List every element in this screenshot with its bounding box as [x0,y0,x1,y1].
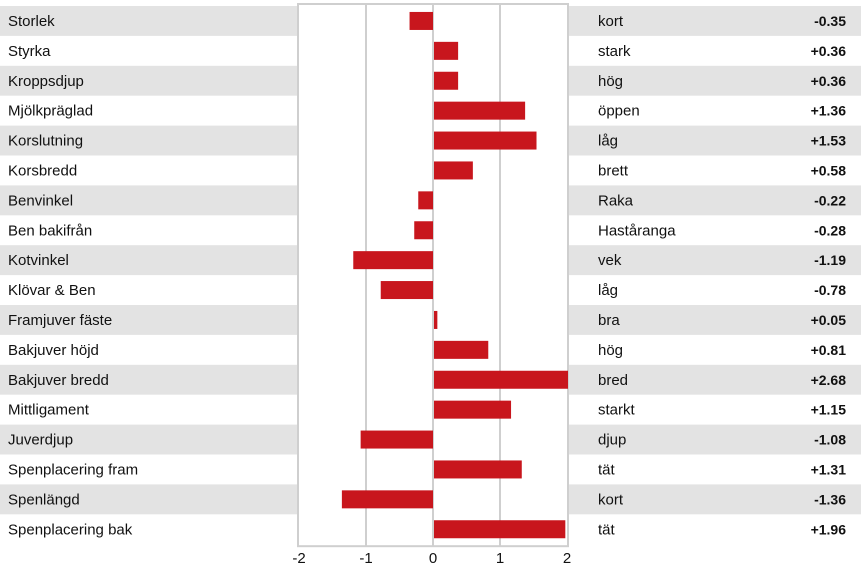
value-label: +1.96 [811,521,847,537]
trait-label: Mjölkpräglad [8,103,93,120]
descriptor-label: vek [598,252,622,269]
value-label: -0.78 [814,282,846,298]
value-label: +1.15 [811,402,847,418]
value-label: +0.36 [811,43,847,59]
trait-label: Kotvinkel [8,252,69,269]
trait-label: Storlek [8,13,55,30]
value-label: -1.19 [814,252,846,268]
descriptor-label: Haståranga [598,222,676,239]
x-tick-label: -1 [359,550,372,567]
trait-label: Klövar & Ben [8,282,96,299]
descriptor-label: tät [598,461,616,478]
bar [434,41,459,60]
trait-label: Korslutning [8,133,83,150]
trait-label: Kroppsdjup [8,73,84,90]
trait-label: Framjuver fäste [8,312,112,329]
bar [434,71,459,90]
gridlines [297,3,569,548]
bar [434,310,438,329]
descriptor-label: brett [598,162,629,179]
bar [434,520,566,539]
value-label: +1.36 [811,103,847,119]
bars [341,11,568,539]
value-label: +1.53 [811,133,847,149]
bar [360,430,433,449]
bar [353,251,433,270]
bar [341,490,433,509]
descriptor-label: Raka [598,192,634,209]
bar [434,400,512,419]
descriptor-label: låg [598,133,618,150]
trait-label: Korsbredd [8,162,77,179]
trait-label: Styrka [8,43,51,60]
value-label: -0.28 [814,222,846,238]
value-labels: -0.35 +0.36 +0.36 +1.36 +1.53 +0.58 -0.22 -0.28… [811,13,847,537]
x-tick-label: -2 [292,550,305,567]
bar [414,221,433,240]
x-tick-label: 0 [429,550,437,567]
descriptor-label: låg [598,282,618,299]
descriptor-label: stark [598,43,631,60]
descriptor-label: bra [598,312,620,329]
bar [434,340,489,359]
x-tick-label: 1 [496,550,504,567]
descriptor-label: bred [598,372,628,389]
trait-label: Juverdjup [8,432,73,449]
trait-label: Mittligament [8,402,90,419]
x-axis-ticks: -2 -1 0 1 2 [292,550,571,567]
bar [434,460,522,479]
bar [434,161,473,180]
value-label: +0.36 [811,73,847,89]
descriptor-label: hög [598,73,623,90]
value-label: +0.81 [811,342,847,358]
trait-labels: Storlek Styrka Kroppsdjup Mjölkpräglad Korsl… [8,13,138,538]
trait-label: Bakjuver bredd [8,372,109,389]
trait-label: Spenplacering bak [8,521,133,538]
trait-label: Ben bakifrån [8,222,92,239]
value-label: -0.35 [814,13,846,29]
descriptor-label: hög [598,342,623,359]
descriptor-label: öppen [598,103,640,120]
value-label: +2.68 [811,372,847,388]
descriptor-label: kort [598,13,624,30]
value-label: +0.05 [811,312,847,328]
value-label: -0.22 [814,192,846,208]
bar [380,281,433,300]
trait-label: Benvinkel [8,192,73,209]
bar [434,101,526,120]
value-label: -1.08 [814,432,846,448]
value-label: +1.31 [811,461,847,477]
trait-label: Spenlängd [8,491,80,508]
descriptor-labels: kort stark hög öppen låg brett Raka Haståranga v… [598,13,676,538]
value-label: +0.58 [811,162,847,178]
bar [434,370,568,389]
descriptor-label: starkt [598,402,636,419]
bar [434,131,537,150]
value-label: -1.36 [814,491,846,507]
descriptor-label: djup [598,432,626,449]
trait-label: Spenplacering fram [8,461,138,478]
bar [418,191,433,210]
bar [409,11,433,30]
x-tick-label: 2 [563,550,571,567]
trait-label: Bakjuver höjd [8,342,99,359]
descriptor-label: tät [598,521,616,538]
descriptor-label: kort [598,491,624,508]
